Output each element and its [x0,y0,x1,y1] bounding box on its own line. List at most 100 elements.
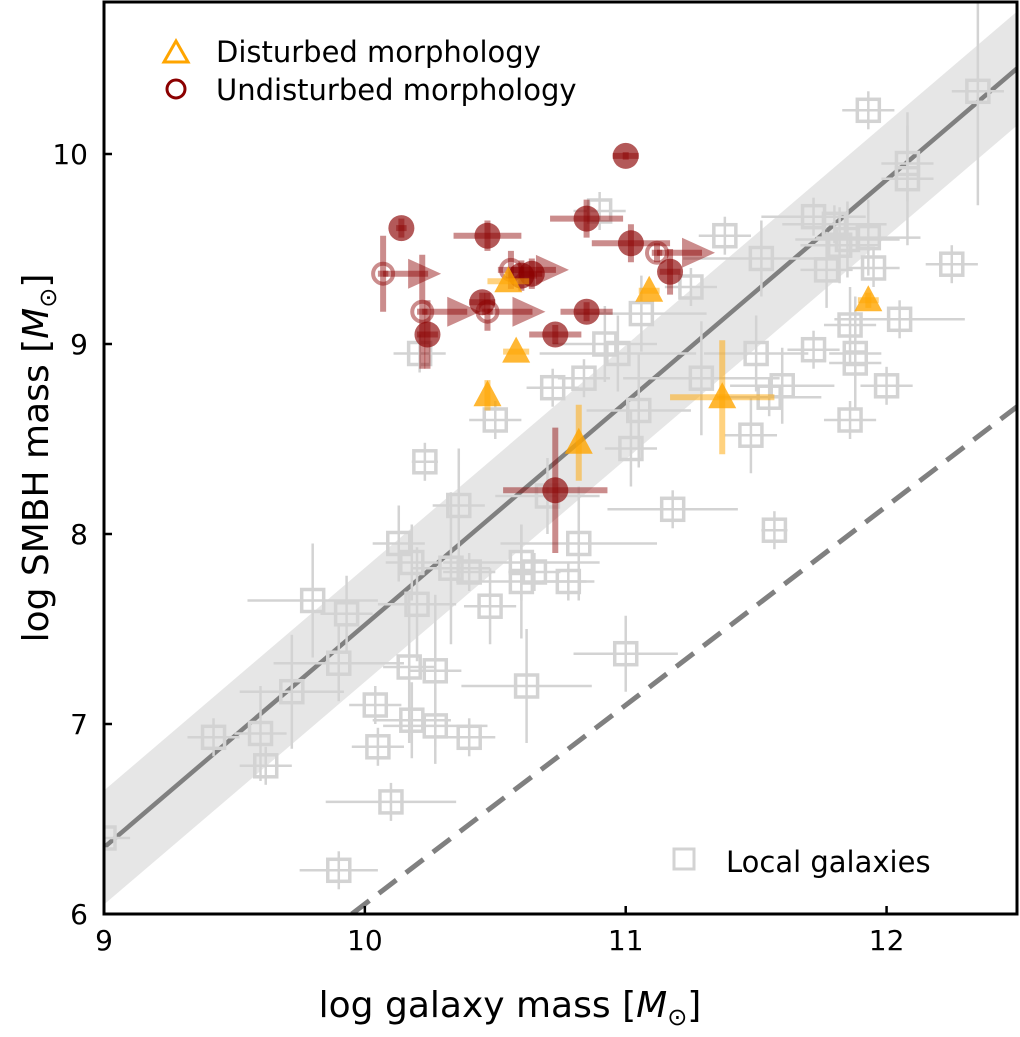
undisturbed-marker [469,289,496,316]
local-galaxy-marker [456,724,482,751]
undisturbed-point [645,237,716,268]
undisturbed-marker [388,215,415,242]
y-axis-label-sub: ⊙ [34,288,62,308]
local-galaxy-point [372,505,425,582]
x-axis-label-symbol: M [636,985,667,1026]
local-galaxy-point [104,800,131,876]
local-galaxy-point [881,125,934,202]
local-galaxy-marker [404,591,430,618]
local-galaxy-point [299,851,378,890]
local-galaxy-point [432,448,485,563]
local-galaxy-marker [886,306,913,333]
undisturbed-point [550,199,624,238]
disturbed-marker [473,380,502,407]
local-galaxy-point [823,401,877,439]
local-galaxy-point [500,486,658,601]
local-galaxy-marker [837,407,863,433]
local-galaxy-marker [860,255,887,281]
x-axis-label: log galaxy mass [M⊙] [319,985,702,1031]
local-galaxy-point [443,718,496,757]
local-galaxy-point [273,625,404,702]
local-galaxy-marker [279,678,305,705]
local-galaxy-marker [477,593,503,619]
undisturbed-marker [573,298,600,325]
local-galaxy-point [539,315,697,392]
local-galaxy-marker [252,753,279,779]
local-galaxy-point [461,629,592,743]
local-galaxy-point [351,727,404,766]
local-galaxy-point [829,325,882,401]
open-triangle-icon [161,37,191,64]
local-galaxy-point [698,216,751,255]
local-galaxy-marker [104,825,117,851]
local-galaxy-point [526,368,579,407]
local-galaxy-point [557,359,611,398]
undisturbed-marker-open [475,299,500,324]
local-galaxy-point [443,553,496,591]
y-axis-label: log SMBH mass [M⊙] [16,274,62,643]
local-galaxy-point [724,397,778,474]
local-galaxy-marker [738,422,764,448]
local-galaxy-point [842,91,895,130]
y-tick-label: 7 [70,708,88,741]
y-axis-label-prefix: log SMBH mass [ [16,339,57,643]
local-galaxy-marker [873,373,900,399]
local-galaxy-marker [299,587,326,614]
x-axis-label-suffix: ] [687,985,701,1026]
disturbed-layer [473,266,883,481]
plot-area [104,2,1017,914]
local-galaxy-marker [571,365,597,391]
undisturbed-marker [573,205,600,232]
x-tick-label: 11 [608,924,644,957]
local-galaxy-point [607,490,738,529]
legend-label-disturbed: Disturbed morphology [216,35,541,69]
local-galaxy-point [377,547,457,662]
x-axis-label-prefix: log galaxy mass [ [319,985,636,1026]
local-galaxy-marker [456,559,482,585]
undisturbed-marker [414,321,441,348]
y-axis-label-symbol: M [16,308,57,339]
local-galaxy-point [787,330,840,369]
legend-local: Local galaxies [672,845,931,879]
disturbed-marker [635,275,664,302]
local-galaxy-marker [712,222,738,249]
local-galaxy-point [247,543,378,658]
local-galaxy-point [349,686,402,724]
local-galaxy-point [800,207,879,284]
undisturbed-point [475,292,546,331]
undisturbed-point [503,427,608,553]
local-galaxy-marker [326,650,352,676]
local-galaxy-point [761,511,788,550]
local-galaxy-marker [326,857,352,884]
local-galaxy-marker [438,555,464,581]
legend-item-undisturbed: Undisturbed morphology [165,73,577,107]
local-galaxy-point [508,553,561,591]
local-galaxy-marker [626,397,652,424]
axis-ticks: 9 10 11 12 6 7 8 9 10 [52,138,904,957]
x-tick-label: 9 [95,924,113,957]
local-galaxy-point [469,401,522,439]
legend-label-local: Local galaxies [726,845,931,879]
undisturbed-point [612,142,639,169]
local-galaxy-marker [362,692,389,718]
local-galaxy-point [239,634,344,749]
local-galaxy-marker [200,724,227,751]
local-galaxy-point [385,524,438,601]
disturbed-marker [502,336,531,363]
undisturbed-point [388,215,415,242]
local-galaxy-marker [482,407,509,433]
lower-limit-arrow-head [682,237,716,268]
undisturbed-marker [657,258,684,285]
local-galaxy-marker [800,336,827,363]
local-galaxy-marker [894,150,921,177]
relation-line-dashed [350,404,1017,914]
disturbed-point [564,404,593,481]
local-galaxy-marker [605,340,631,367]
local-galaxy-point [951,2,1004,206]
local-galaxy-point [860,366,913,405]
local-galaxy-marker [842,350,869,376]
local-galaxy-point [187,718,240,757]
undisturbed-point [469,289,496,316]
local-galaxy-point [834,300,965,339]
